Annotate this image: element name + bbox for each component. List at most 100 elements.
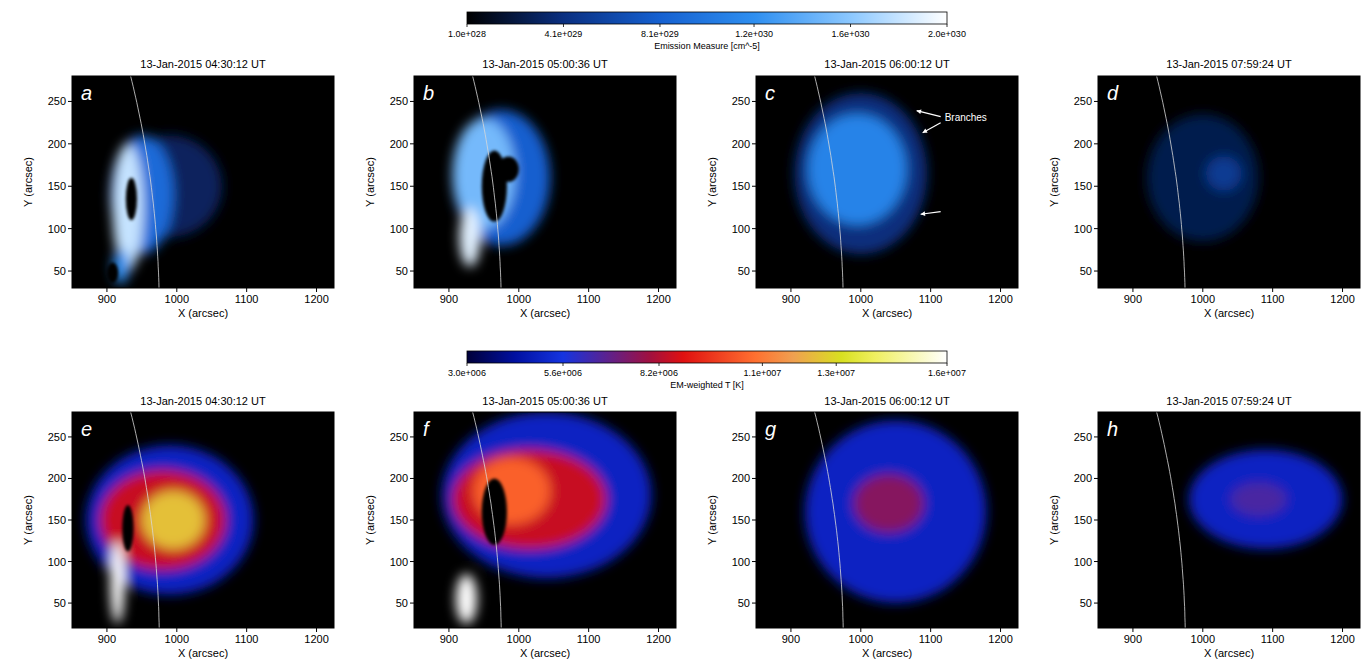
- y-tick: [752, 478, 756, 479]
- x-tick-label: 1100: [1261, 293, 1285, 305]
- y-tick: [752, 143, 756, 144]
- masked-regions: [122, 505, 133, 552]
- emission-features: [86, 445, 254, 624]
- x-axis-title: X (arcsec): [862, 647, 912, 659]
- solar-limb: [473, 76, 501, 288]
- y-tick-label: 150: [732, 180, 750, 192]
- x-tick: [790, 288, 791, 292]
- masked-regions: [482, 478, 507, 544]
- plot-area: [1157, 412, 1343, 628]
- x-tick: [1272, 628, 1273, 632]
- y-tick-label: 100: [48, 223, 66, 235]
- x-tick-label: 900: [98, 633, 116, 645]
- plot-area: [805, 412, 987, 628]
- panel-title: 13-Jan-2015 06:00:12 UT: [824, 58, 950, 70]
- y-tick-label: 250: [48, 431, 66, 443]
- panel-letter: c: [765, 82, 775, 104]
- y-axis-title: Y (arcsec): [706, 157, 718, 207]
- colorbar-tick: [563, 24, 564, 27]
- y-tick: [752, 561, 756, 562]
- y-tick-label: 200: [390, 472, 408, 484]
- emission-features: [794, 93, 927, 254]
- y-tick-label: 200: [732, 138, 750, 150]
- x-tick: [930, 628, 931, 632]
- y-tick: [410, 478, 414, 479]
- plot-background: [1098, 412, 1360, 628]
- solar-limb: [815, 412, 844, 628]
- colorbar-tick: [947, 24, 948, 27]
- x-tick: [790, 628, 791, 632]
- plot-frame: [414, 76, 676, 288]
- masked-regions: [107, 178, 137, 283]
- panel-title: 13-Jan-2015 07:59:24 UT: [1166, 58, 1292, 70]
- y-tick: [410, 143, 414, 144]
- x-tick: [316, 288, 317, 292]
- y-tick: [68, 561, 72, 562]
- x-tick: [1132, 288, 1133, 292]
- panel-title: 13-Jan-2015 07:59:24 UT: [1166, 395, 1292, 407]
- y-tick-label: 150: [732, 514, 750, 526]
- plot-frame: [756, 76, 1018, 288]
- panel-letter: g: [765, 418, 776, 440]
- annotation: Branches: [917, 109, 987, 216]
- y-axis-title: Y (arcsec): [1048, 157, 1060, 207]
- colorbar-tick-label: 3.0e+006: [448, 368, 486, 378]
- y-tick-label: 150: [48, 180, 66, 192]
- x-tick-label: 1100: [919, 633, 943, 645]
- y-tick-label: 150: [48, 514, 66, 526]
- x-tick-label: 900: [440, 633, 458, 645]
- y-tick: [68, 186, 72, 187]
- x-tick-label: 900: [1124, 293, 1142, 305]
- x-tick: [448, 288, 449, 292]
- y-axis-title: Y (arcsec): [1048, 495, 1060, 545]
- x-tick: [658, 288, 659, 292]
- y-tick: [1094, 271, 1098, 272]
- y-axis-title: Y (arcsec): [364, 157, 376, 207]
- panel-title: 13-Jan-2015 05:00:36 UT: [482, 58, 608, 70]
- colorbar-tick: [563, 363, 564, 366]
- colorbar-scale: [467, 351, 947, 363]
- colorbar-tick-label: 8.2e+006: [640, 368, 678, 378]
- plot-background: [72, 76, 334, 288]
- x-tick-label: 1200: [988, 293, 1012, 305]
- y-tick: [68, 228, 72, 229]
- x-tick-label: 1200: [646, 293, 670, 305]
- x-tick: [658, 628, 659, 632]
- x-axis-title: X (arcsec): [1204, 647, 1254, 659]
- y-tick-label: 50: [396, 265, 408, 277]
- colorbar-tick: [467, 363, 468, 366]
- x-tick-label: 1000: [165, 633, 189, 645]
- x-tick: [588, 628, 589, 632]
- y-tick: [752, 603, 756, 604]
- y-tick: [1094, 143, 1098, 144]
- map-feature: [452, 449, 606, 549]
- plot-area: [442, 412, 652, 628]
- map-feature: [456, 574, 477, 624]
- y-tick-label: 150: [390, 514, 408, 526]
- y-tick: [410, 603, 414, 604]
- y-tick-label: 50: [54, 597, 66, 609]
- panel-letter: h: [1107, 418, 1118, 440]
- x-tick-label: 1200: [304, 293, 328, 305]
- x-tick-label: 1200: [1330, 293, 1354, 305]
- x-axis-title: X (arcsec): [178, 647, 228, 659]
- y-tick: [752, 520, 756, 521]
- y-tick-label: 100: [732, 556, 750, 568]
- map-feature: [854, 474, 924, 532]
- emission-features: [110, 135, 222, 283]
- plot-area: [452, 76, 550, 288]
- y-tick-label: 250: [390, 431, 408, 443]
- y-tick: [1094, 436, 1098, 437]
- colorbar-tick: [850, 24, 851, 27]
- arrow-head: [923, 129, 928, 133]
- masked-region: [126, 178, 137, 220]
- colorbar-tick: [762, 363, 763, 366]
- y-tick: [1094, 520, 1098, 521]
- figure: 1.0e+0284.1e+0298.1e+0291.2e+0301.6e+030…: [0, 0, 1370, 670]
- plot-frame: [1098, 412, 1360, 628]
- y-tick-label: 250: [1074, 95, 1092, 107]
- colorbar-tick: [947, 363, 948, 366]
- x-tick-label: 1000: [849, 293, 873, 305]
- y-tick: [68, 101, 72, 102]
- emission-features: [1147, 114, 1259, 241]
